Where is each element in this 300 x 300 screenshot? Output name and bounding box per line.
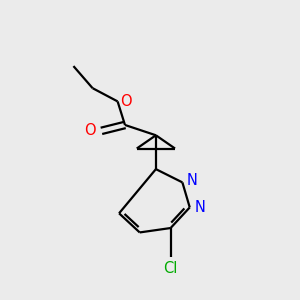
Text: N: N	[187, 173, 198, 188]
Text: O: O	[85, 123, 96, 138]
Text: N: N	[194, 200, 205, 215]
Text: O: O	[121, 94, 132, 109]
Text: Cl: Cl	[164, 261, 178, 276]
